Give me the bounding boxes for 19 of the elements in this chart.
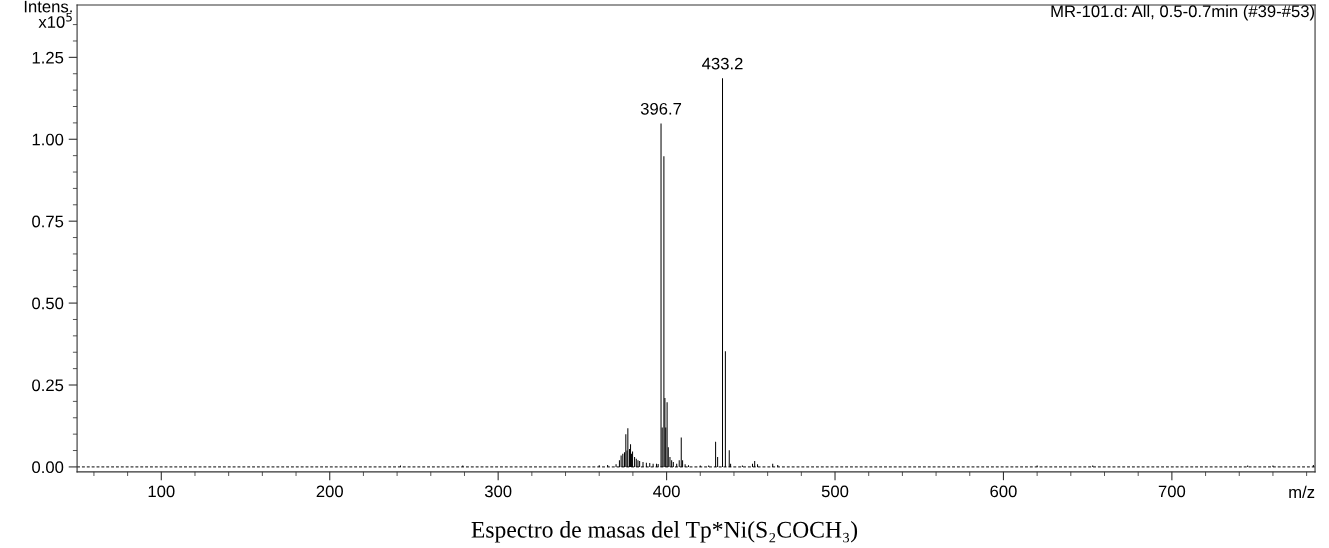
y-axis-title: Intens. x10$^{5}$: [24, 0, 72, 28]
y-tick-label: 0.50: [32, 297, 64, 310]
y-tick-label: 0.75: [32, 215, 64, 228]
text: Espectro de masas del Tp*Ni(S₂COCH₃): [471, 521, 858, 543]
x-tick-label: 700: [1158, 485, 1186, 498]
annotation: 433.2: [702, 57, 743, 70]
x-tick-label: 100: [148, 485, 175, 498]
y-tick-label: 0.25: [32, 379, 64, 392]
x-tick-label: 200: [316, 485, 343, 498]
y-tick-label: 1.25: [32, 51, 64, 64]
x-tick-label: 400: [653, 485, 680, 498]
y-tick-label: 0.00: [32, 461, 64, 474]
x-axis-title: m/z: [1289, 485, 1315, 499]
annotation: 396.7: [640, 102, 682, 115]
chart-subtitle: MR-101.d: All, 0.5-0.7min (#39-#53): [1051, 4, 1315, 21]
y-tick-label: 1.00: [32, 133, 64, 146]
x-tick-label: 600: [990, 485, 1017, 498]
x-tick-label: 300: [484, 485, 512, 498]
x-tick-label: 500: [821, 485, 849, 498]
